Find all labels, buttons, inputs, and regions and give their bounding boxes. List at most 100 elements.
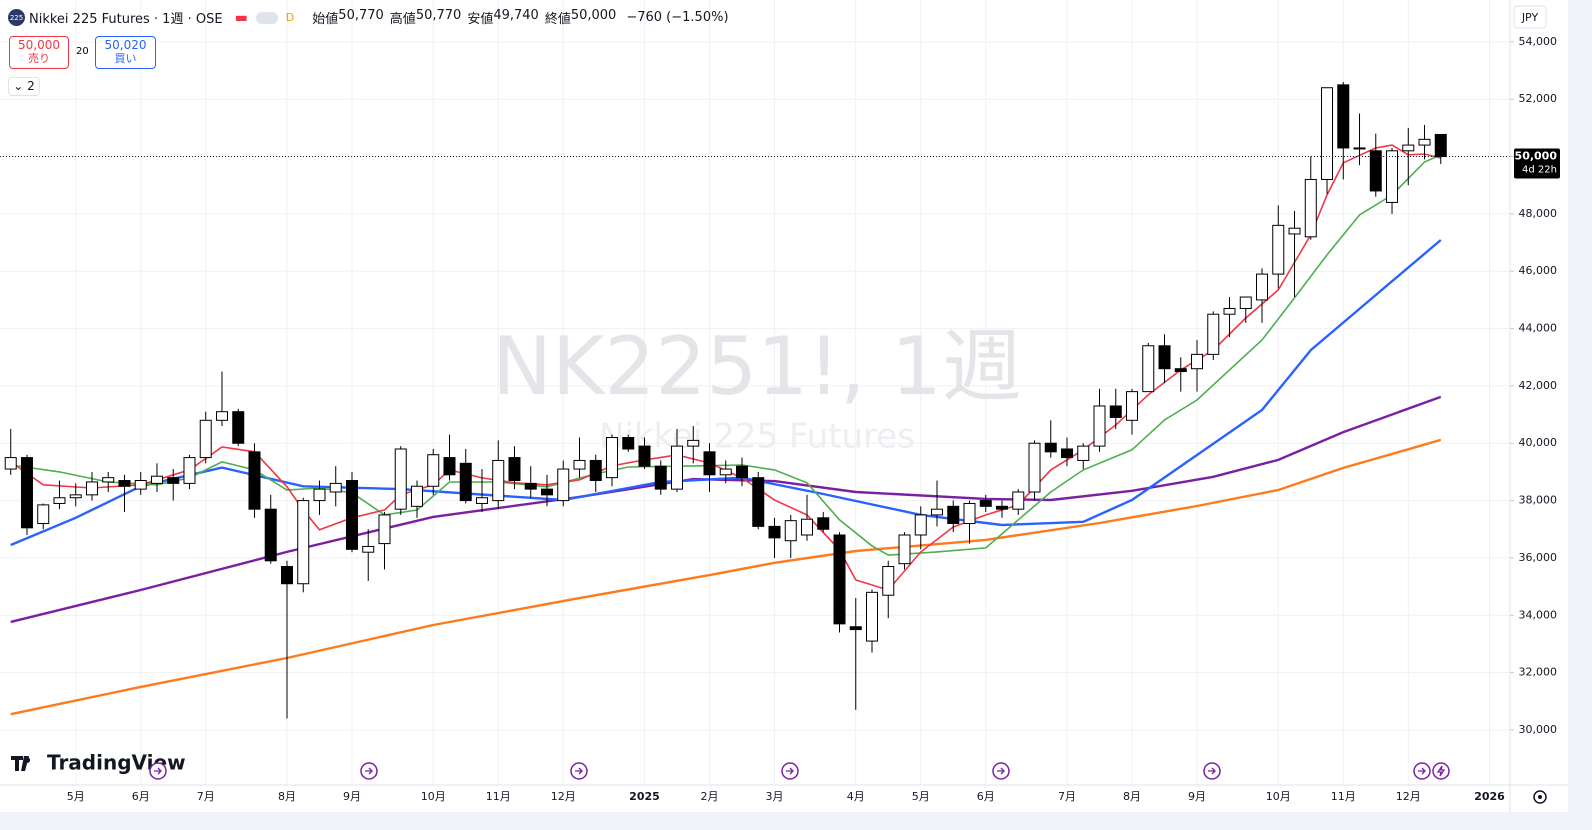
candle-body (102, 477, 115, 483)
event-icon (1208, 767, 1216, 775)
y-tick-label: 38,000 (1519, 494, 1558, 507)
bottom-strip (0, 812, 1592, 830)
candle-body (167, 477, 180, 484)
candle-body (1369, 150, 1382, 192)
x-tick-label: 6月 (132, 790, 150, 803)
badge-d: D (285, 11, 295, 24)
ohlc-value: 49,740 (493, 8, 539, 23)
currency-box[interactable] (1513, 5, 1547, 29)
layers-toggle[interactable]: ⌄ 2 (8, 77, 40, 96)
candle-body (183, 457, 196, 484)
y-tick-label: 40,000 (1519, 436, 1558, 449)
event-icon (786, 767, 794, 775)
candle-body (199, 419, 212, 459)
candle-body (20, 457, 33, 529)
candle-body (1256, 273, 1269, 301)
candle-body (1077, 445, 1090, 461)
candle-body (849, 626, 862, 631)
y-tick-label: 44,000 (1519, 322, 1558, 335)
x-tick-label: 7月 (197, 790, 215, 803)
candle-body (508, 457, 521, 482)
y-tick-label: 32,000 (1519, 666, 1558, 679)
chevron: ⌄ (13, 79, 24, 93)
x-tick-label: 8月 (278, 790, 296, 803)
toggle[interactable] (255, 11, 278, 24)
candle-body (687, 439, 700, 447)
y-tick-label: 54,000 (1519, 35, 1558, 48)
currency: JPY (1521, 11, 1539, 24)
candle-body (1061, 448, 1074, 459)
sell-price: 50,000 (18, 38, 60, 52)
candle-body (150, 475, 163, 484)
header: 225 Nikkei 225 Futures · 1週 · OSE ▬ D 始値… (8, 8, 729, 27)
event-marker[interactable] (1432, 762, 1450, 780)
candle-body (1223, 307, 1236, 315)
candle-body (345, 480, 358, 550)
candle-body (248, 451, 261, 510)
buy-price: 50,020 (104, 38, 147, 52)
candle-body (1142, 345, 1155, 393)
ma-line (10, 239, 1442, 547)
y-tick-label: 48,000 (1519, 207, 1558, 220)
candle-body (4, 457, 17, 470)
event-icon (575, 767, 583, 775)
x-tick-label: 9月 (1188, 790, 1206, 803)
x-tick-label: 9月 (343, 790, 361, 803)
candle-body (1304, 178, 1317, 238)
sell-button[interactable]: 50,000 売り (9, 36, 69, 69)
candle-body (914, 514, 927, 536)
candle-body (947, 505, 960, 525)
candle-body (882, 566, 895, 596)
ohlc-label: 安値 (467, 12, 494, 27)
x-tick-label: 4月 (847, 790, 865, 803)
candle-body (313, 488, 326, 502)
candle-body (784, 520, 797, 542)
buy-label: 買い (114, 52, 137, 65)
x-tick-label: 11月 (486, 790, 511, 803)
event-icon (365, 767, 373, 775)
candle-body (898, 534, 911, 565)
candle-body (427, 454, 440, 487)
candle-body (524, 482, 537, 490)
candle-body (1402, 144, 1415, 152)
candle-body (605, 437, 618, 479)
settings-icon[interactable] (1533, 790, 1547, 804)
candle-body (1126, 391, 1139, 421)
x-tick-label: 11月 (1331, 790, 1356, 803)
side-strip (1568, 0, 1592, 830)
x-tick-label: 10月 (421, 790, 446, 803)
brand-logo (11, 756, 31, 771)
y-tick-label: 52,000 (1519, 92, 1558, 105)
symbol-title[interactable]: Nikkei 225 Futures · 1週 · OSE (29, 12, 223, 27)
candle-body (118, 480, 131, 487)
candle-body (1158, 345, 1171, 370)
y-tick-label: 36,000 (1519, 551, 1558, 564)
candle-body (703, 451, 716, 476)
ohlc: 始値 50,770 高値 50,770 安値 49,740 終値 50,000 (306, 8, 616, 27)
candle-body (1044, 442, 1057, 453)
ohlc-value: 50,770 (415, 8, 462, 23)
y-tick-label: 46,000 (1519, 264, 1558, 277)
ma-line (10, 154, 1442, 556)
x-tick-label: 3月 (766, 790, 784, 803)
candle-body (85, 481, 98, 496)
candle-body (1207, 313, 1220, 355)
candle-body (410, 485, 423, 507)
candle-body (1109, 405, 1122, 418)
layers-count: 2 (27, 79, 35, 93)
x-tick-label: 5月 (67, 790, 85, 803)
flag-icon[interactable]: ▬ (234, 9, 248, 26)
buy-button[interactable]: 50,020 買い (95, 36, 156, 69)
ma-line (10, 438, 1442, 716)
candle-body (1191, 353, 1204, 370)
x-tick-label: 5月 (912, 790, 930, 803)
candle-body (1239, 296, 1252, 309)
event-icon (1418, 767, 1426, 775)
x-tick-label: 10月 (1266, 790, 1291, 803)
settings-icon-dot (1538, 795, 1542, 799)
ohlc-label: 高値 (389, 12, 416, 27)
y-tick-label: 42,000 (1519, 379, 1558, 392)
candle-body (979, 500, 992, 507)
candle-body (378, 514, 391, 545)
y-tick-label: 34,000 (1519, 608, 1558, 621)
